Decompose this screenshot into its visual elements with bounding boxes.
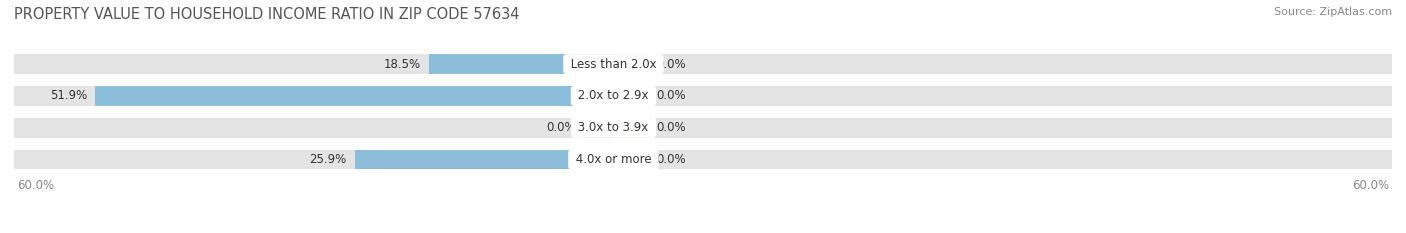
Text: 25.9%: 25.9%	[309, 153, 347, 166]
Legend: Without Mortgage, With Mortgage: Without Mortgage, With Mortgage	[579, 230, 827, 233]
Bar	[354, 150, 613, 169]
Bar	[613, 86, 1392, 106]
Text: 0.0%: 0.0%	[657, 89, 686, 103]
Text: Source: ZipAtlas.com: Source: ZipAtlas.com	[1274, 7, 1392, 17]
Text: PROPERTY VALUE TO HOUSEHOLD INCOME RATIO IN ZIP CODE 57634: PROPERTY VALUE TO HOUSEHOLD INCOME RATIO…	[14, 7, 520, 22]
Text: 18.5%: 18.5%	[384, 58, 420, 71]
Bar	[613, 150, 648, 169]
Text: 0.0%: 0.0%	[657, 121, 686, 134]
Bar	[613, 54, 1392, 74]
Bar	[613, 54, 648, 74]
Bar	[613, 150, 1392, 169]
Bar	[613, 118, 1392, 137]
Bar	[14, 118, 613, 137]
Bar	[14, 54, 613, 74]
Text: 2.0x to 2.9x: 2.0x to 2.9x	[574, 89, 652, 103]
Bar	[583, 118, 613, 137]
Text: 3.0x to 3.9x: 3.0x to 3.9x	[575, 121, 652, 134]
Bar	[429, 54, 613, 74]
Bar	[14, 150, 613, 169]
Text: Less than 2.0x: Less than 2.0x	[567, 58, 661, 71]
Text: 60.0%: 60.0%	[17, 179, 55, 192]
Text: 4.0x or more: 4.0x or more	[572, 153, 655, 166]
Bar	[613, 86, 648, 106]
Bar	[14, 86, 613, 106]
Text: 60.0%: 60.0%	[1351, 179, 1389, 192]
Bar	[96, 86, 613, 106]
Bar	[613, 118, 648, 137]
Text: 0.0%: 0.0%	[546, 121, 575, 134]
Text: 0.0%: 0.0%	[657, 58, 686, 71]
Text: 51.9%: 51.9%	[49, 89, 87, 103]
Text: 0.0%: 0.0%	[657, 153, 686, 166]
